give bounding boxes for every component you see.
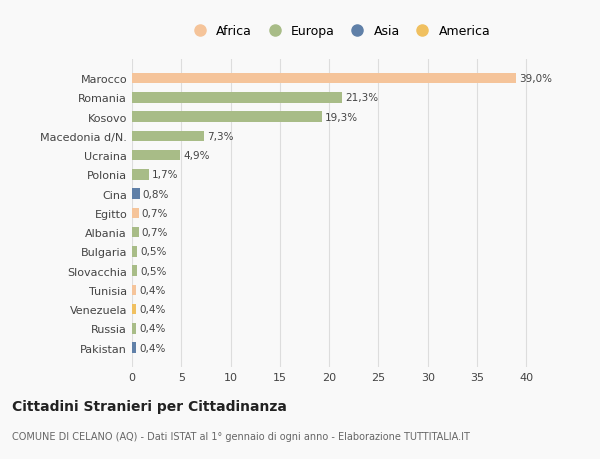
Text: 0,4%: 0,4% (139, 324, 165, 334)
Text: 0,4%: 0,4% (139, 285, 165, 295)
Text: 0,7%: 0,7% (142, 208, 168, 218)
Text: 7,3%: 7,3% (207, 132, 233, 141)
Text: 0,7%: 0,7% (142, 228, 168, 238)
Bar (132, 227, 139, 238)
Bar (132, 324, 136, 334)
Text: Cittadini Stranieri per Cittadinanza: Cittadini Stranieri per Cittadinanza (12, 399, 287, 413)
Text: 39,0%: 39,0% (520, 74, 553, 84)
Bar (132, 285, 136, 296)
Text: COMUNE DI CELANO (AQ) - Dati ISTAT al 1° gennaio di ogni anno - Elaborazione TUT: COMUNE DI CELANO (AQ) - Dati ISTAT al 1°… (12, 431, 470, 442)
Bar (132, 131, 204, 142)
Text: 0,8%: 0,8% (143, 189, 169, 199)
Text: 0,4%: 0,4% (139, 304, 165, 314)
Bar (132, 93, 342, 103)
Text: 21,3%: 21,3% (345, 93, 378, 103)
Bar (132, 208, 139, 219)
Bar (132, 189, 140, 200)
Text: 0,4%: 0,4% (139, 343, 165, 353)
Text: 0,5%: 0,5% (140, 247, 166, 257)
Bar (132, 343, 136, 353)
Legend: Africa, Europa, Asia, America: Africa, Europa, Asia, America (185, 23, 493, 41)
Text: 0,5%: 0,5% (140, 266, 166, 276)
Bar (132, 266, 137, 276)
Bar (132, 170, 149, 180)
Bar (132, 151, 181, 161)
Bar (132, 304, 136, 315)
Text: 1,7%: 1,7% (152, 170, 178, 180)
Text: 4,9%: 4,9% (183, 151, 210, 161)
Bar (132, 73, 517, 84)
Bar (132, 112, 322, 123)
Text: 19,3%: 19,3% (325, 112, 358, 123)
Bar (132, 246, 137, 257)
